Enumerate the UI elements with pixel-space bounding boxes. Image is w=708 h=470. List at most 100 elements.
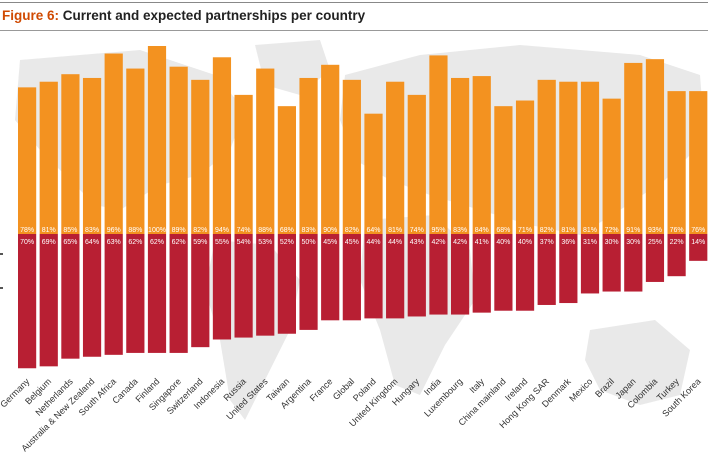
bar-current bbox=[321, 234, 340, 321]
data-label-expected: 88% bbox=[258, 227, 272, 234]
bar-expected bbox=[234, 94, 253, 234]
bar-expected bbox=[429, 55, 448, 235]
data-label-expected: 72% bbox=[605, 227, 619, 234]
data-label-expected: 82% bbox=[193, 227, 207, 234]
data-label-current: 70% bbox=[20, 239, 34, 246]
data-label-current: 22% bbox=[670, 239, 684, 246]
figure-title: Figure 6: Current and expected partnersh… bbox=[2, 8, 365, 23]
bar-expected bbox=[580, 81, 600, 234]
data-label-current: 30% bbox=[605, 239, 619, 246]
bars-layer bbox=[18, 46, 708, 369]
bar-current bbox=[342, 234, 361, 321]
data-label-expected: 89% bbox=[172, 227, 186, 234]
data-label-expected: 95% bbox=[431, 227, 445, 234]
bar-current bbox=[472, 234, 491, 313]
data-label-expected: 82% bbox=[345, 227, 359, 234]
bar-expected bbox=[689, 91, 708, 235]
bar-current bbox=[537, 234, 556, 305]
bar-current bbox=[39, 234, 58, 367]
data-label-current: 64% bbox=[85, 239, 99, 246]
data-label-current: 55% bbox=[215, 239, 229, 246]
bar-expected bbox=[212, 57, 232, 234]
data-label-expected: 76% bbox=[691, 227, 705, 234]
data-label-expected: 93% bbox=[648, 227, 662, 234]
bar-current bbox=[624, 234, 643, 292]
bar-current bbox=[451, 234, 470, 315]
bar-expected bbox=[321, 64, 340, 234]
bar-expected bbox=[147, 46, 167, 234]
bar-current bbox=[61, 234, 80, 359]
bar-expected bbox=[386, 81, 405, 234]
data-label-expected: 94% bbox=[215, 227, 229, 234]
bar-expected bbox=[82, 77, 102, 235]
data-label-current: 31% bbox=[583, 239, 597, 246]
data-label-expected: 74% bbox=[237, 227, 251, 234]
data-label-current: 59% bbox=[193, 239, 207, 246]
data-label-current: 45% bbox=[323, 239, 337, 246]
bar-current bbox=[18, 234, 37, 369]
bar-expected bbox=[169, 66, 188, 235]
data-label-expected: 64% bbox=[366, 227, 380, 234]
bar-expected bbox=[342, 79, 361, 234]
map-australia bbox=[585, 320, 690, 405]
data-label-current: 44% bbox=[366, 239, 380, 246]
bar-current bbox=[386, 234, 405, 319]
data-label-current: 54% bbox=[237, 239, 251, 246]
data-label-current: 62% bbox=[172, 239, 186, 246]
data-label-expected: 96% bbox=[107, 227, 121, 234]
data-label-current: 42% bbox=[431, 239, 445, 246]
value-labels-layer: 78% 70% 81% 69% 85% 65% 83% 64% 96% 63% 88% 62% 100%… bbox=[20, 227, 705, 246]
data-label-expected: 90% bbox=[323, 227, 337, 234]
data-label-expected: 81% bbox=[388, 227, 402, 234]
bar-expected bbox=[537, 79, 556, 234]
data-label-current: 36% bbox=[561, 239, 575, 246]
data-label-expected: 91% bbox=[626, 227, 640, 234]
data-label-current: 62% bbox=[150, 239, 164, 246]
bar-expected bbox=[559, 81, 578, 234]
bar-current bbox=[689, 234, 708, 261]
data-label-expected: 100% bbox=[148, 227, 166, 234]
bar-current bbox=[429, 234, 448, 315]
data-label-current: 45% bbox=[345, 239, 359, 246]
data-label-expected: 68% bbox=[496, 227, 510, 234]
bar-expected bbox=[602, 98, 621, 234]
data-label-current: 65% bbox=[63, 239, 77, 246]
data-label-current: 50% bbox=[302, 239, 316, 246]
data-label-current: 42% bbox=[453, 239, 467, 246]
bar-current bbox=[82, 234, 102, 357]
bar-current bbox=[407, 234, 426, 317]
data-label-expected: 84% bbox=[475, 227, 489, 234]
bar-current bbox=[667, 234, 686, 277]
bar-expected bbox=[39, 81, 58, 234]
bar-current bbox=[645, 234, 665, 282]
data-label-current: 43% bbox=[410, 239, 424, 246]
bar-expected bbox=[472, 76, 491, 234]
bar-expected bbox=[451, 77, 470, 235]
bar-expected bbox=[18, 87, 37, 234]
bar-current bbox=[256, 234, 275, 336]
data-label-expected: 78% bbox=[20, 227, 34, 234]
data-label-expected: 83% bbox=[453, 227, 467, 234]
bar-expected bbox=[667, 91, 686, 235]
data-label-current: 37% bbox=[540, 239, 554, 246]
bar-expected bbox=[407, 94, 426, 234]
bar-expected bbox=[104, 53, 123, 234]
data-label-expected: 76% bbox=[670, 227, 684, 234]
bar-expected bbox=[299, 77, 318, 235]
bar-current bbox=[559, 234, 578, 304]
bar-current bbox=[234, 234, 253, 338]
data-label-current: 25% bbox=[648, 239, 662, 246]
data-label-expected: 71% bbox=[518, 227, 532, 234]
bar-current bbox=[602, 234, 621, 292]
data-label-expected: 82% bbox=[540, 227, 554, 234]
bar-expected bbox=[277, 106, 296, 234]
data-label-current: 40% bbox=[518, 239, 532, 246]
data-label-current: 63% bbox=[107, 239, 121, 246]
data-label-current: 53% bbox=[258, 239, 272, 246]
data-label-current: 40% bbox=[496, 239, 510, 246]
data-label-current: 14% bbox=[691, 239, 705, 246]
bar-expected bbox=[191, 79, 210, 234]
data-label-expected: 88% bbox=[128, 227, 142, 234]
